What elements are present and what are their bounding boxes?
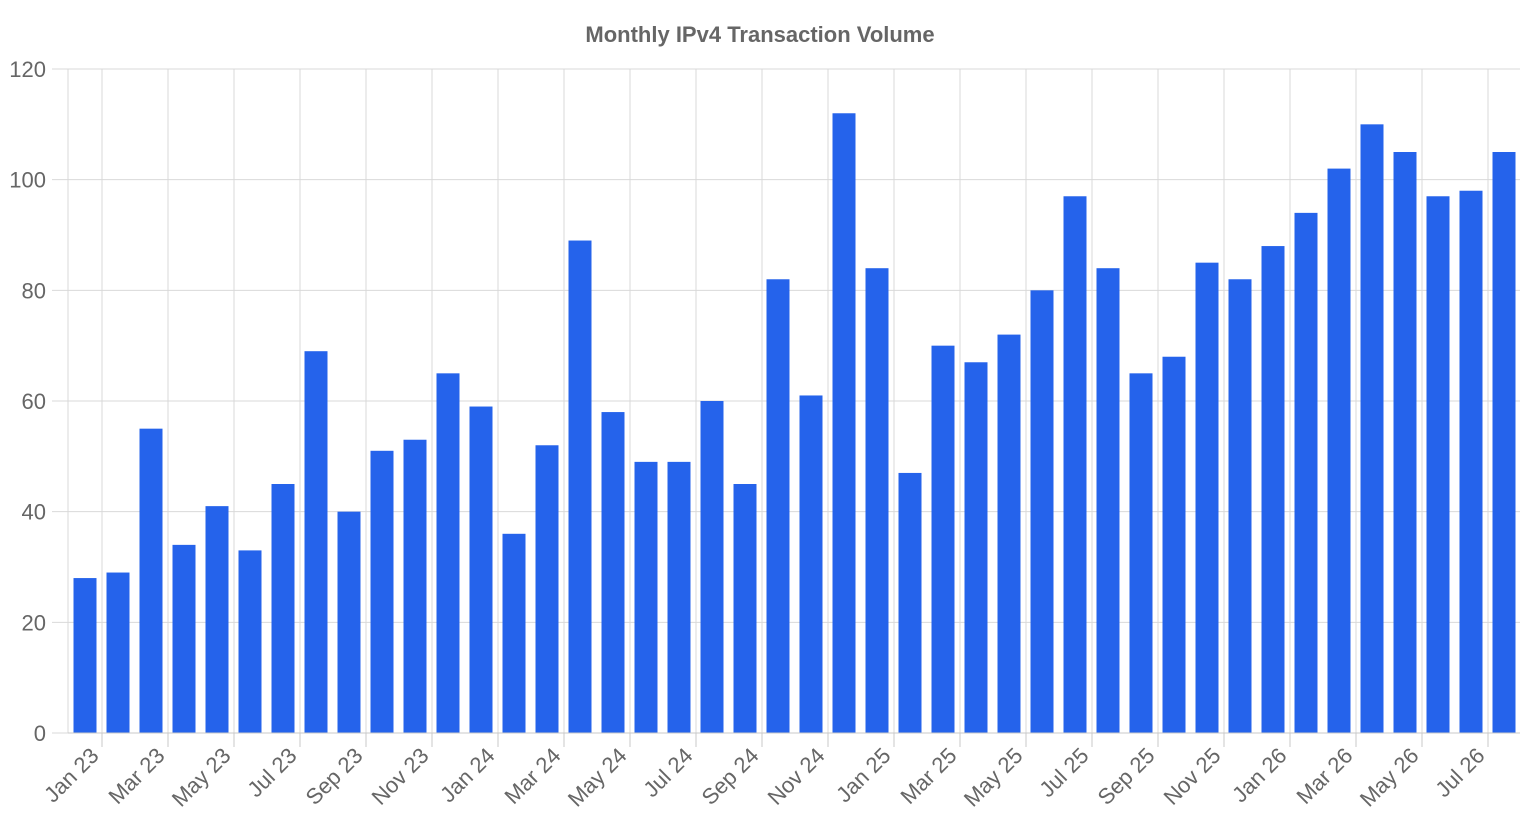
bar-aug-26: [1492, 152, 1516, 733]
bar-oct-25: [1162, 356, 1186, 733]
x-tick-label: Jul 24: [638, 743, 697, 802]
bar-feb-24: [502, 533, 526, 733]
bar-may-24: [601, 412, 625, 733]
x-tick-label: Jul 26: [1430, 743, 1489, 802]
grid: [52, 68, 1520, 734]
bar-may-23: [205, 506, 229, 733]
bar-apr-26: [1360, 124, 1384, 734]
x-tick-label: Mar 24: [499, 743, 565, 809]
bar-sep-23: [337, 511, 361, 733]
bar-jan-24: [469, 406, 493, 733]
chart-title: Monthly IPv4 Transaction Volume: [585, 22, 934, 47]
y-tick-label: 100: [9, 168, 46, 193]
bar-jun-26: [1426, 196, 1450, 733]
bar-may-26: [1393, 152, 1417, 733]
y-tick-label: 40: [22, 500, 46, 525]
bar-jun-24: [634, 461, 658, 733]
y-tick-label: 80: [22, 278, 46, 303]
bar-jul-24: [667, 461, 691, 733]
x-tick-label: Nov 23: [367, 743, 434, 810]
y-tick-label: 0: [34, 721, 46, 746]
bar-aug-25: [1096, 268, 1120, 733]
bar-may-25: [997, 334, 1021, 733]
bar-apr-23: [172, 544, 196, 733]
bar-mar-23: [139, 428, 163, 733]
bar-dec-24: [832, 113, 856, 734]
x-tick-label: May 26: [1355, 743, 1424, 812]
x-tick-label: Jan 26: [1227, 743, 1291, 807]
bar-jan-26: [1261, 246, 1285, 734]
x-tick-label: Nov 25: [1159, 743, 1226, 810]
x-tick-label: Mar 23: [103, 743, 169, 809]
bar-mar-24: [535, 445, 559, 733]
bar-nov-24: [799, 395, 823, 733]
x-tick-label: Mar 26: [1291, 743, 1357, 809]
bar-aug-24: [700, 401, 724, 733]
x-tick-label: Jan 25: [831, 743, 895, 807]
bar-jun-25: [1030, 290, 1054, 733]
y-tick-label: 60: [22, 389, 46, 414]
x-tick-label: May 23: [167, 743, 236, 812]
x-tick-label: Mar 25: [895, 743, 961, 809]
bar-feb-26: [1294, 212, 1318, 733]
bar-apr-24: [568, 240, 592, 734]
bar-aug-23: [304, 351, 328, 733]
bar-mar-26: [1327, 168, 1351, 734]
x-tick-label: Jul 25: [1034, 743, 1093, 802]
bar-feb-25: [898, 472, 922, 733]
x-tick-label: Jul 23: [242, 743, 301, 802]
x-tick-label: Nov 24: [763, 743, 830, 810]
x-tick-label: May 25: [959, 743, 1028, 812]
bar-jul-25: [1063, 196, 1087, 733]
x-tick-label: May 24: [563, 743, 632, 812]
bar-sep-24: [733, 484, 757, 733]
bar-feb-23: [106, 572, 130, 733]
bar-jul-26: [1459, 190, 1483, 733]
bar-oct-23: [370, 450, 394, 733]
bar-jan-25: [865, 268, 889, 733]
bar-jul-23: [271, 484, 295, 733]
bar-oct-24: [766, 279, 790, 733]
x-tick-label: Jan 24: [435, 743, 499, 807]
x-tick-label: Sep 23: [301, 743, 368, 810]
bar-jun-23: [238, 550, 262, 733]
bar-nov-23: [403, 439, 427, 733]
bar-mar-25: [931, 345, 955, 733]
x-tick-label: Jan 23: [39, 743, 103, 807]
bar-jan-23: [73, 578, 97, 733]
x-tick-label: Sep 24: [697, 743, 764, 810]
bar-dec-25: [1228, 279, 1252, 733]
x-tick-label: Sep 25: [1093, 743, 1160, 810]
y-tick-label: 120: [9, 57, 46, 82]
bar-sep-25: [1129, 373, 1153, 733]
bar-apr-25: [964, 362, 988, 733]
bar-dec-23: [436, 373, 460, 733]
bar-nov-25: [1195, 262, 1219, 733]
y-tick-label: 20: [22, 610, 46, 635]
bars: [73, 113, 1516, 734]
